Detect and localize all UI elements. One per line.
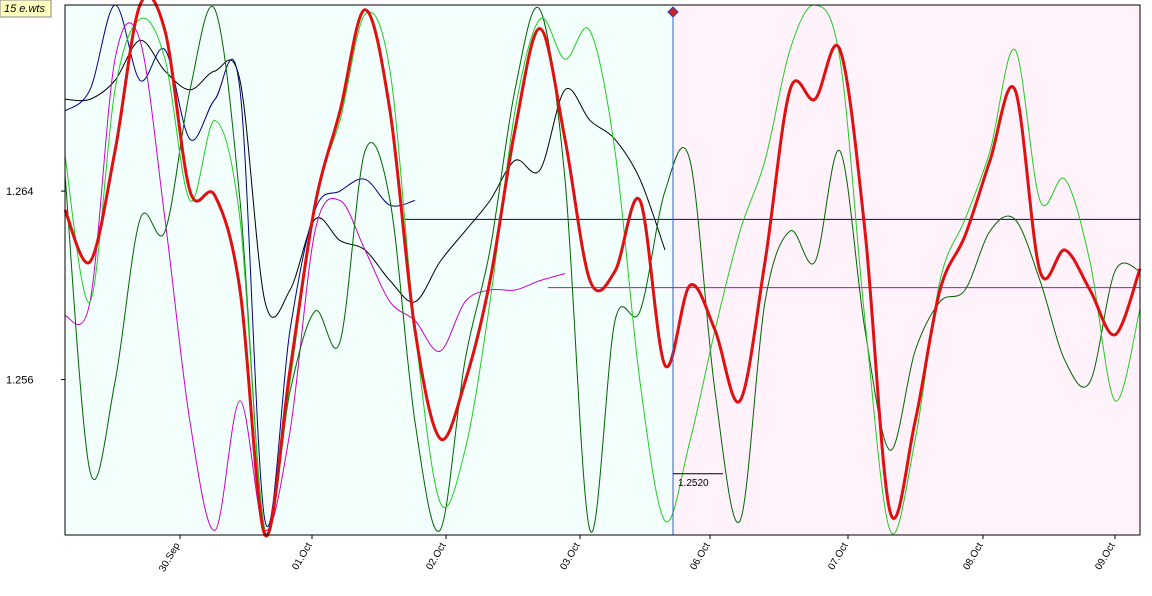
series-line <box>64 6 1141 536</box>
series-line <box>64 22 566 531</box>
annotation-label: 1.2520 <box>678 478 709 489</box>
series-line <box>63 0 1142 538</box>
shaded-region <box>673 5 1140 535</box>
plot-border <box>64 4 1141 536</box>
cursor-handle <box>667 6 679 18</box>
chart-title: 15 e.wts <box>4 3 45 15</box>
y-tick-label: 1.256 <box>6 375 34 387</box>
series-line <box>64 39 666 318</box>
y-tick-label: 1.264 <box>6 186 34 198</box>
title-box <box>0 0 52 18</box>
series-line <box>64 4 1141 535</box>
series-line <box>64 4 416 527</box>
